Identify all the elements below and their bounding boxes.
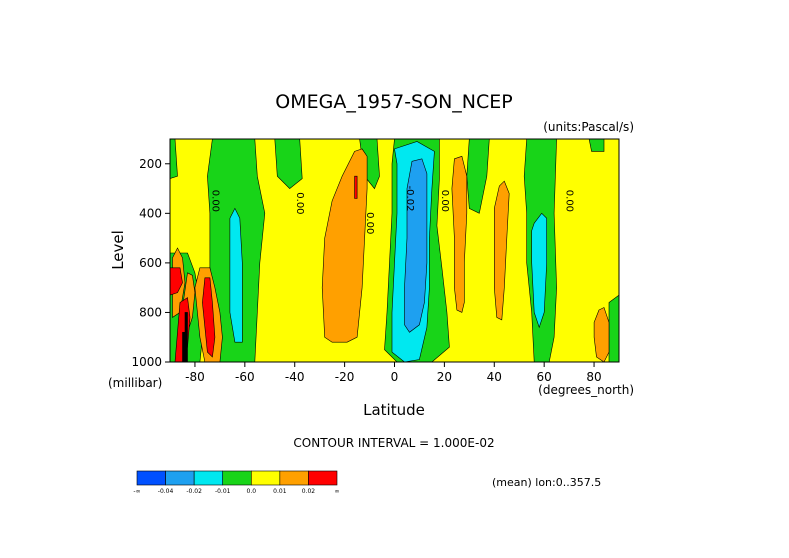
y-units-label: (millibar)	[108, 376, 162, 390]
contour-label: 0.00	[439, 190, 450, 212]
contour-region	[170, 267, 183, 296]
contour-label: 0.00	[364, 212, 375, 234]
x-tick-label: -40	[285, 370, 305, 384]
y-tick-label: 800	[139, 305, 162, 319]
contour-label: -0.02	[404, 186, 415, 212]
colorbar-label: -0.04	[158, 488, 174, 495]
x-units-label: (degrees_north)	[538, 383, 634, 397]
x-tick-label: 20	[437, 370, 452, 384]
colorbar-label: -0.01	[215, 488, 231, 495]
x-tick-label: 40	[487, 370, 502, 384]
colorbar-label: 0.0	[247, 488, 257, 495]
contour-region	[404, 158, 428, 333]
contour-label: 0.00	[209, 190, 220, 212]
contour-interval-text: CONTOUR INTERVAL = 1.000E-02	[293, 436, 494, 450]
y-tick-label: 600	[139, 256, 162, 270]
y-tick-label: 200	[139, 157, 162, 171]
contour-labels: 0.00 0.00 0.00 -0.02 0.00 0.00	[209, 186, 574, 235]
contour-region	[451, 155, 468, 313]
chart-title: OMEGA_1957-SON_NCEP	[275, 91, 512, 113]
x-tick-label: 60	[537, 370, 552, 384]
contour-region	[274, 139, 303, 190]
colorbar-swatch	[165, 470, 195, 486]
colorbar: -∞ -0.04 -0.02 -0.01 0.0 0.01 0.02 ∞	[133, 470, 340, 495]
contour-region	[202, 277, 216, 358]
units-label: (units:Pascal/s)	[543, 120, 634, 134]
colorbar-label: -0.02	[186, 488, 202, 495]
contour-region	[593, 307, 610, 362]
y-axis: 200 400 600 800 1000	[131, 157, 170, 369]
contour-region	[354, 175, 358, 199]
contour-region	[170, 139, 178, 179]
y-tick-label: 400	[139, 206, 162, 220]
colorbar-swatch	[279, 470, 309, 486]
colorbar-label: -∞	[133, 488, 140, 495]
colorbar-label: 0.02	[302, 488, 316, 495]
colorbar-label: ∞	[335, 488, 340, 495]
colorbar-swatch	[308, 470, 338, 486]
contour-label: 0.00	[294, 192, 305, 214]
contour-region	[229, 207, 243, 343]
plot-area	[170, 139, 619, 362]
x-tick-label: -20	[335, 370, 355, 384]
y-tick-label: 1000	[131, 355, 162, 369]
contour-region	[588, 139, 605, 152]
colorbar-swatch	[222, 470, 252, 486]
contour-region	[182, 331, 186, 362]
contour-region	[493, 180, 510, 321]
x-tick-label: 80	[586, 370, 601, 384]
mean-text: (mean) lon:0..357.5	[492, 476, 601, 489]
x-tick-label: 0	[391, 370, 399, 384]
colorbar-label: 0.01	[273, 488, 287, 495]
y-axis-label: Level	[109, 230, 127, 270]
x-axis-label: Latitude	[363, 401, 425, 419]
x-tick-label: -60	[235, 370, 255, 384]
x-tick-label: -80	[185, 370, 205, 384]
contour-region	[531, 212, 548, 329]
colorbar-swatch	[136, 470, 166, 486]
colorbar-swatch	[250, 470, 281, 486]
colorbar-swatch	[193, 470, 224, 486]
x-axis: -80 -60 -40 -20 0 20 40 60 80	[185, 362, 602, 384]
contour-region	[184, 312, 188, 362]
contour-region	[608, 294, 619, 362]
contour-label: 0.00	[564, 190, 575, 212]
